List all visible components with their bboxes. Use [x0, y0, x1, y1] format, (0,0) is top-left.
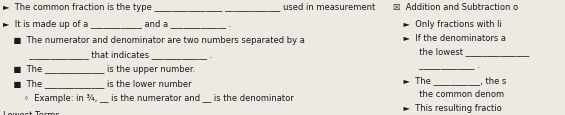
Text: ►  The ___________, the s: ► The ___________, the s [393, 76, 506, 85]
Text: ■  The numerator and denominator are two numbers separated by a: ■ The numerator and denominator are two … [3, 36, 305, 45]
Text: ►  If the denominators a: ► If the denominators a [393, 33, 506, 42]
Text: Lowest Terms: Lowest Terms [3, 110, 59, 115]
Text: ☒  Addition and Subtraction o: ☒ Addition and Subtraction o [393, 3, 518, 12]
Text: ►  This resulting fractio: ► This resulting fractio [393, 104, 501, 112]
Text: _____________ .: _____________ . [393, 61, 480, 70]
Text: ______________ that indicates _____________ .: ______________ that indicates __________… [3, 49, 212, 58]
Text: ◦  Example: in ¾, __ is the numerator and __ is the denominator: ◦ Example: in ¾, __ is the numerator and… [3, 93, 294, 102]
Text: ►  The common fraction is the type ________________ _____________ used in measur: ► The common fraction is the type ______… [3, 3, 375, 12]
Text: the common denom: the common denom [393, 90, 504, 99]
Text: ■  The ______________ is the lower number: ■ The ______________ is the lower number [3, 78, 192, 87]
Text: the lowest _______________: the lowest _______________ [393, 47, 529, 56]
Text: ►  Only fractions with li: ► Only fractions with li [393, 20, 502, 29]
Text: ►  It is made up of a ____________ and a _____________ .: ► It is made up of a ____________ and a … [3, 20, 231, 29]
Text: ■  The ______________ is the upper number.: ■ The ______________ is the upper number… [3, 64, 195, 73]
